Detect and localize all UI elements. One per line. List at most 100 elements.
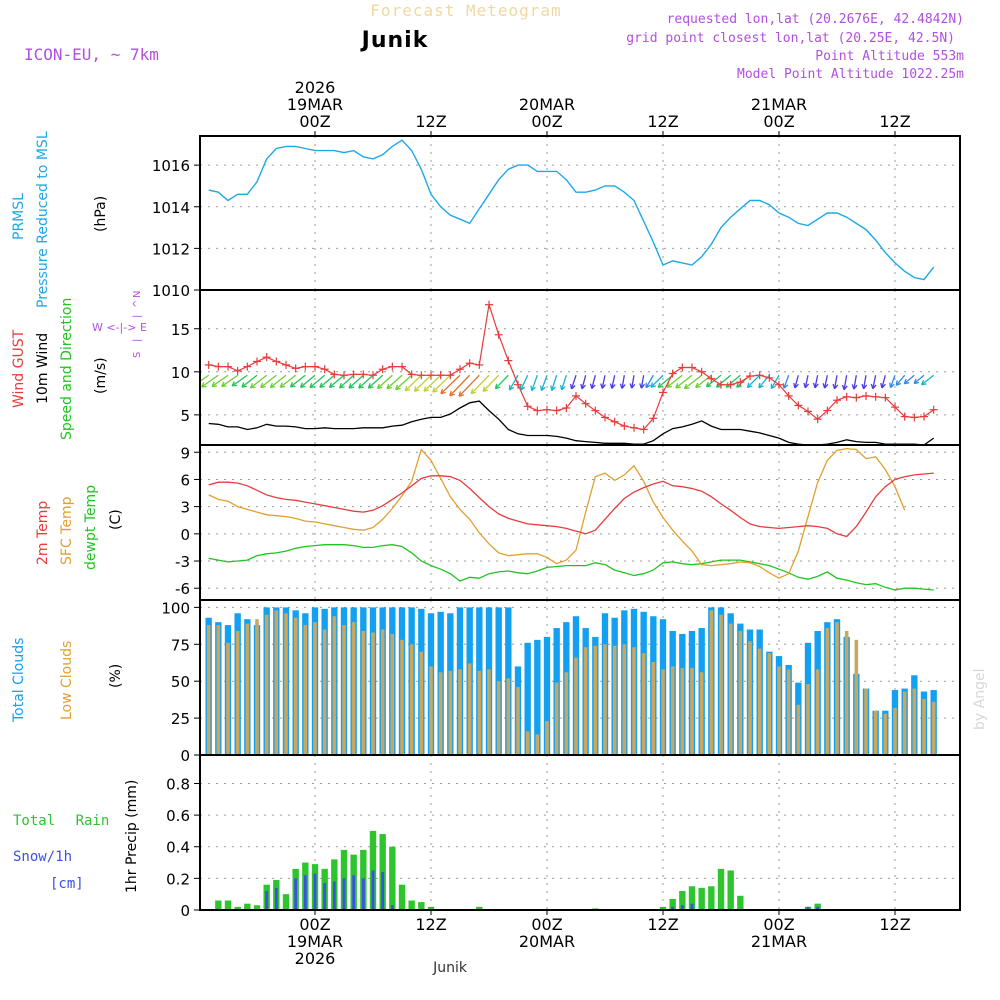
- wind-arrow-head: [872, 384, 877, 390]
- wind-speed-line: [208, 400, 935, 445]
- rain-bar: [215, 900, 222, 910]
- wind-arrow-head: [405, 388, 411, 392]
- cloud-labels: Total Clouds Low Clouds (%): [11, 638, 124, 723]
- cloud-label-unit: (%): [108, 664, 124, 688]
- panels: 101010121014101651015-6-3036902550751000…: [152, 135, 961, 920]
- wind-arrow: [269, 374, 287, 388]
- low-cloud-bar: [748, 641, 752, 755]
- wind-arrow-head: [299, 382, 303, 388]
- pressure-ytick-label: 1014: [152, 199, 190, 217]
- wind-arrow-head: [706, 385, 712, 388]
- wind-arrow: [432, 374, 451, 393]
- wind-arrow-head: [591, 384, 596, 389]
- wind-arrow-head: [822, 383, 826, 389]
- wind-arrow-head: [758, 385, 764, 389]
- low-cloud-bar: [690, 667, 694, 755]
- wind-arrow-head: [746, 382, 750, 388]
- low-cloud-bar: [593, 645, 598, 755]
- wind-label-10m: 10m Wind: [35, 333, 51, 404]
- wind-arrow-head: [550, 385, 553, 391]
- rain-bar: [408, 900, 415, 910]
- low-cloud-bar: [361, 631, 366, 755]
- wind-arrow-head: [432, 390, 438, 393]
- rain-bar: [679, 891, 686, 910]
- low-cloud-bar: [612, 645, 617, 755]
- wind-arrow: [279, 374, 297, 388]
- wind-arrow-head: [367, 383, 371, 389]
- total-cloud-bar: [534, 639, 541, 755]
- wind-arrow-head: [629, 383, 633, 389]
- compass-n: N: [132, 291, 143, 298]
- point-altitude: Point Altitude 553m: [815, 49, 964, 64]
- wind-arrow-head: [770, 385, 776, 390]
- wind-arrow-head: [471, 391, 477, 395]
- wind-arrow-head: [695, 382, 699, 388]
- wind-ytick-label: 15: [171, 321, 190, 339]
- wind-arrow-head: [232, 384, 238, 387]
- wind-arrow: [746, 374, 761, 388]
- pressure-frame: [199, 135, 961, 291]
- wind-arrow-head: [903, 378, 907, 384]
- wind-arrow: [551, 375, 558, 391]
- low-cloud-bar: [757, 648, 762, 755]
- wind-arrow: [211, 374, 229, 387]
- wind-arrow: [621, 375, 625, 389]
- wind-arrow-head: [631, 383, 636, 389]
- wind-arrow-head: [640, 383, 646, 389]
- wind-arrow: [794, 375, 799, 389]
- rain-bar: [727, 870, 734, 910]
- wind-panel: 5 10 15: [171, 290, 960, 445]
- wind-arrow: [862, 375, 867, 389]
- wind-arrow-head: [824, 383, 829, 389]
- wind-arrow-head: [705, 381, 709, 387]
- temperature-ytick-label: -6: [175, 580, 190, 598]
- wind-arrow: [260, 374, 277, 388]
- sfc-temp-line: [208, 447, 906, 579]
- wind-arrow-head: [758, 382, 761, 388]
- wind-arrow-head: [241, 385, 247, 388]
- low-cloud-bar: [371, 632, 375, 755]
- low-cloud-bar: [825, 628, 830, 755]
- wind-arrow-head: [895, 380, 898, 386]
- wind-arrow-head: [695, 386, 701, 389]
- wind-arrow: [494, 374, 509, 390]
- wind-arrow: [666, 374, 683, 388]
- dewpoint-line: [208, 544, 934, 591]
- wind-arrow-head: [319, 382, 323, 388]
- low-cloud-bar: [622, 644, 627, 755]
- low-cloud-bar: [245, 623, 250, 755]
- compass-s: S: [132, 352, 143, 358]
- wind-arrow-head: [601, 384, 606, 389]
- low-cloud-bar: [873, 710, 878, 755]
- pressure-line: [208, 139, 935, 281]
- wind-arrow-head: [201, 385, 207, 388]
- temperature-ytick-label: 9: [180, 444, 190, 462]
- model-name: ICON-EU, ~ 7km: [24, 45, 159, 64]
- wind-arrow-head: [863, 384, 868, 390]
- low-cloud-bar: [226, 642, 230, 755]
- temperature-content: [208, 447, 934, 591]
- snow-bar: [323, 883, 327, 910]
- low-cloud-bar: [670, 666, 675, 755]
- wind-arrow-head: [619, 383, 623, 389]
- wind-arrow-head: [881, 383, 886, 389]
- time-label: 12Z: [879, 112, 910, 131]
- low-cloud-bar: [651, 662, 656, 755]
- precip-panel: 0 0.2 0.4 0.6 0.8: [166, 755, 960, 920]
- rain-bar: [389, 846, 396, 910]
- wind-arrow-head: [221, 385, 227, 388]
- clouds-ytick-label: 50: [171, 673, 190, 691]
- snow-bar: [690, 903, 694, 910]
- wind-arrow: [449, 374, 471, 397]
- wind-arrow: [329, 374, 345, 388]
- wind-arrow-head: [404, 385, 408, 392]
- wind-arrow: [290, 374, 306, 388]
- wind-arrow-head: [249, 383, 254, 389]
- low-cloud-bar: [429, 666, 433, 755]
- low-cloud-bar: [574, 657, 578, 755]
- wind-arrow-head: [260, 386, 266, 389]
- wind-arrow-head: [368, 386, 374, 389]
- rain-bar: [379, 834, 386, 910]
